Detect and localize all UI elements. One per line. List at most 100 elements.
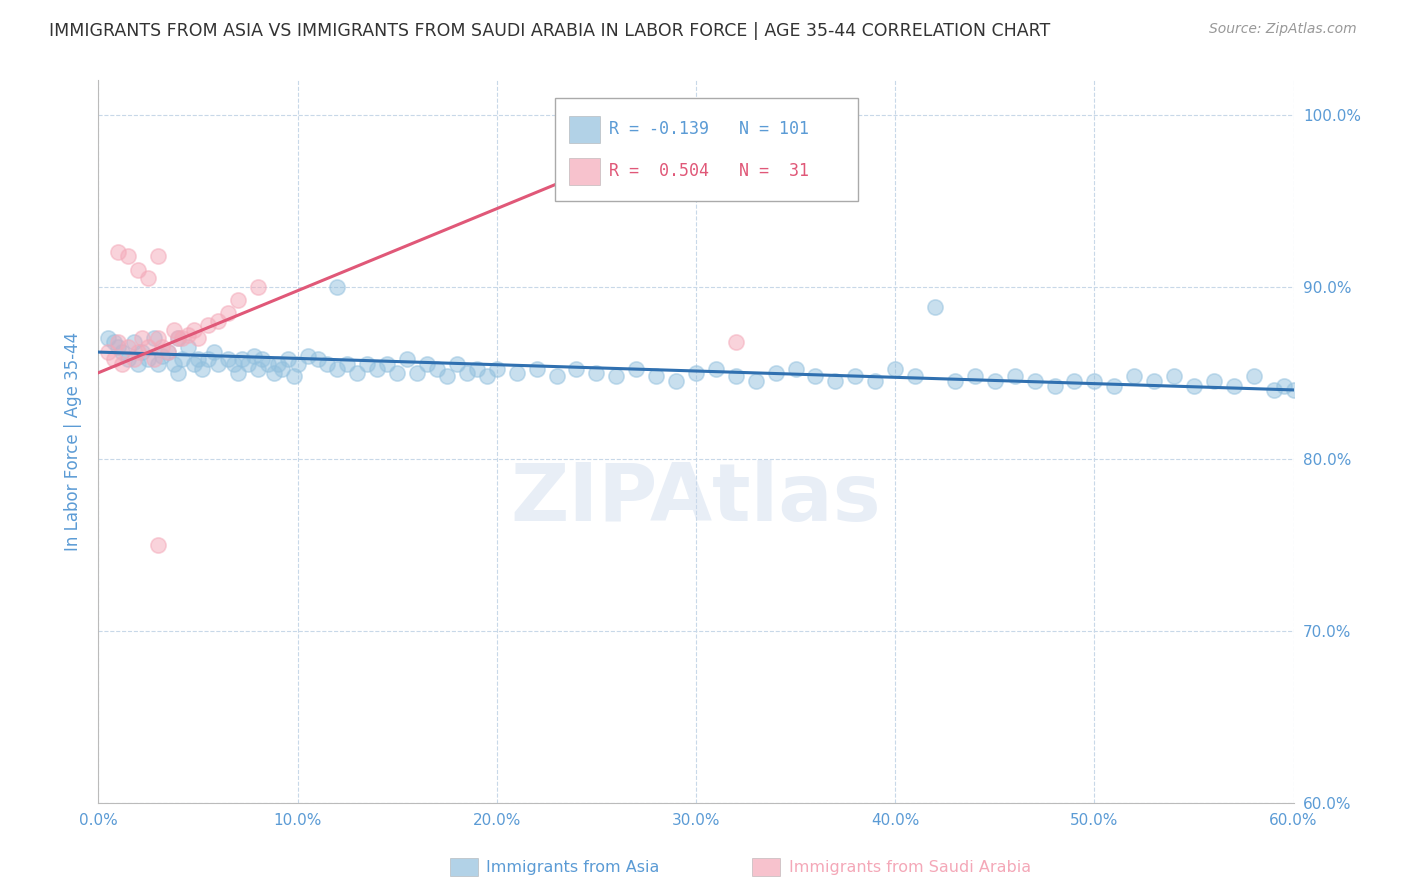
Point xyxy=(346,366,368,380)
Point xyxy=(585,366,607,380)
Point xyxy=(167,366,190,380)
Point xyxy=(396,351,419,366)
Point xyxy=(267,357,290,371)
Text: Immigrants from Asia: Immigrants from Asia xyxy=(486,860,659,874)
Point xyxy=(246,279,269,293)
Point xyxy=(256,357,278,371)
Point xyxy=(665,375,688,389)
Point xyxy=(136,271,159,285)
Point xyxy=(336,357,359,371)
Point xyxy=(605,369,627,384)
Point xyxy=(207,314,229,328)
Point xyxy=(307,351,329,366)
Point xyxy=(246,362,269,376)
Point xyxy=(150,349,173,363)
Point xyxy=(904,369,927,384)
Point xyxy=(1202,375,1225,389)
Point xyxy=(1063,375,1085,389)
Point xyxy=(148,538,170,552)
Point xyxy=(724,334,747,349)
Point xyxy=(283,369,305,384)
Point xyxy=(136,351,159,366)
Point xyxy=(865,375,887,389)
Point xyxy=(426,362,449,376)
Point xyxy=(645,369,668,384)
Point xyxy=(243,349,266,363)
Point xyxy=(117,351,139,366)
Point xyxy=(117,249,139,263)
Point xyxy=(765,366,787,380)
Point xyxy=(963,369,986,384)
Point xyxy=(183,323,205,337)
Point xyxy=(485,362,508,376)
Point xyxy=(231,351,253,366)
Point xyxy=(131,345,153,359)
Point xyxy=(297,349,319,363)
Point xyxy=(704,362,727,376)
Text: R =  0.504   N =  31: R = 0.504 N = 31 xyxy=(609,162,808,180)
Point xyxy=(626,362,648,376)
Point xyxy=(785,362,807,376)
Point xyxy=(136,340,159,354)
Point xyxy=(1004,369,1026,384)
Point xyxy=(416,357,439,371)
Point xyxy=(187,351,209,366)
Point xyxy=(148,249,170,263)
Point xyxy=(1143,375,1166,389)
Point xyxy=(157,345,180,359)
Point xyxy=(177,340,200,354)
Point xyxy=(163,323,186,337)
Point xyxy=(943,375,966,389)
Point xyxy=(131,331,153,345)
Point xyxy=(157,345,180,359)
Point xyxy=(197,318,219,332)
Point xyxy=(1182,379,1205,393)
Point xyxy=(163,357,186,371)
Text: Immigrants from Saudi Arabia: Immigrants from Saudi Arabia xyxy=(789,860,1031,874)
Point xyxy=(107,245,129,260)
Point xyxy=(97,345,120,359)
Point xyxy=(984,375,1007,389)
Point xyxy=(127,345,149,359)
Point xyxy=(1223,379,1246,393)
Point xyxy=(565,362,588,376)
Point xyxy=(183,357,205,371)
Point xyxy=(250,351,273,366)
Point xyxy=(436,369,458,384)
Point xyxy=(277,351,299,366)
Point xyxy=(924,301,946,315)
Point xyxy=(1024,375,1046,389)
Point xyxy=(143,351,166,366)
Point xyxy=(385,366,409,380)
Point xyxy=(127,262,149,277)
Point xyxy=(287,357,309,371)
Point xyxy=(326,279,349,293)
Point xyxy=(124,334,146,349)
Point xyxy=(356,357,378,371)
Point xyxy=(226,366,249,380)
Point xyxy=(506,366,529,380)
Point xyxy=(236,357,259,371)
Point xyxy=(177,327,200,342)
Point xyxy=(111,357,134,371)
Point xyxy=(526,362,548,376)
Point xyxy=(465,362,488,376)
Point xyxy=(217,305,239,319)
Point xyxy=(167,331,190,345)
Text: IMMIGRANTS FROM ASIA VS IMMIGRANTS FROM SAUDI ARABIA IN LABOR FORCE | AGE 35-44 : IMMIGRANTS FROM ASIA VS IMMIGRANTS FROM … xyxy=(49,22,1050,40)
Point xyxy=(1083,375,1105,389)
Point xyxy=(1263,383,1285,397)
Text: R = -0.139   N = 101: R = -0.139 N = 101 xyxy=(609,120,808,138)
Point xyxy=(546,369,568,384)
Point xyxy=(745,375,768,389)
Point xyxy=(446,357,468,371)
Point xyxy=(1123,369,1146,384)
Point xyxy=(217,351,239,366)
Point xyxy=(375,357,398,371)
Point xyxy=(172,351,194,366)
Point xyxy=(475,369,498,384)
Point xyxy=(884,362,907,376)
Point xyxy=(172,331,194,345)
Point xyxy=(197,351,219,366)
Point xyxy=(103,351,125,366)
